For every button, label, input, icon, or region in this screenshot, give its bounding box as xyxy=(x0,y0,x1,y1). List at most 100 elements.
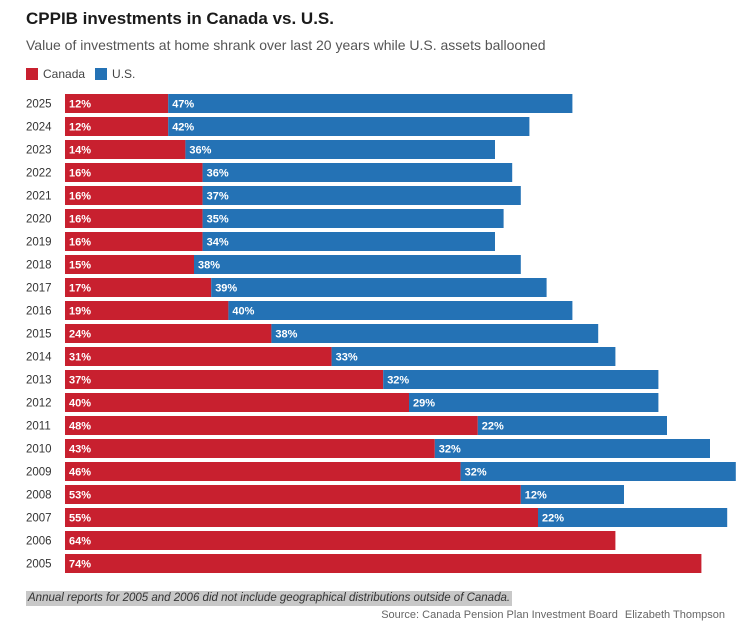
bar-canada-2023 xyxy=(65,140,186,159)
data-label-canada-2021: 16% xyxy=(69,191,91,203)
bar-us-2023 xyxy=(185,140,495,159)
data-label-canada-2016: 19% xyxy=(69,306,91,318)
legend-item-canada: Canada xyxy=(26,67,85,81)
bar-us-2021 xyxy=(202,186,521,205)
bar-us-2008 xyxy=(520,485,624,504)
year-label-2024: 2024 xyxy=(26,122,52,134)
bar-canada-2024 xyxy=(65,117,169,136)
bar-canada-2022 xyxy=(65,163,203,182)
year-label-2010: 2010 xyxy=(26,444,52,456)
data-label-canada-2023: 14% xyxy=(69,145,91,157)
data-label-canada-2012: 40% xyxy=(69,398,91,410)
bar-canada-2016 xyxy=(65,301,229,320)
data-label-canada-2022: 16% xyxy=(69,168,91,180)
data-label-canada-2015: 24% xyxy=(69,329,91,341)
bar-canada-2021 xyxy=(65,186,203,205)
bar-us-2024 xyxy=(168,117,530,136)
bar-us-2007 xyxy=(538,508,728,527)
bar-canada-2015 xyxy=(65,324,272,343)
chart-subtitle: Value of investments at home shrank over… xyxy=(26,37,546,53)
year-label-2020: 2020 xyxy=(26,214,52,226)
year-label-2009: 2009 xyxy=(26,467,52,479)
year-label-2012: 2012 xyxy=(26,398,52,410)
legend-label-us: U.S. xyxy=(112,67,136,81)
year-label-2021: 2021 xyxy=(26,191,52,203)
bar-canada-2014 xyxy=(65,347,332,366)
bar-canada-2025 xyxy=(65,94,169,113)
data-label-canada-2005: 74% xyxy=(69,559,91,571)
year-label-2015: 2015 xyxy=(26,329,52,341)
data-label-us-2023: 36% xyxy=(189,145,211,157)
data-label-canada-2019: 16% xyxy=(69,237,91,249)
data-label-canada-2025: 12% xyxy=(69,99,91,111)
bar-canada-2007 xyxy=(65,508,538,527)
data-label-us-2017: 39% xyxy=(215,283,237,295)
source-line: Source: Canada Pension Plan Investment B… xyxy=(381,609,725,621)
bar-us-2017 xyxy=(211,278,547,297)
data-label-us-2014: 33% xyxy=(336,352,358,364)
data-label-us-2011: 22% xyxy=(482,421,504,433)
footnote: Annual reports for 2005 and 2006 did not… xyxy=(26,591,513,606)
legend-item-us: U.S. xyxy=(95,67,135,81)
data-label-us-2007: 22% xyxy=(542,513,564,525)
data-label-canada-2020: 16% xyxy=(69,214,91,226)
bar-us-2022 xyxy=(202,163,513,182)
bar-us-2012 xyxy=(409,393,659,412)
year-label-2006: 2006 xyxy=(26,536,52,548)
year-label-2007: 2007 xyxy=(26,513,52,525)
year-label-2008: 2008 xyxy=(26,490,52,502)
legend-label-canada: Canada xyxy=(43,67,86,81)
data-label-canada-2013: 37% xyxy=(69,375,91,387)
source-author: Elizabeth Thompson xyxy=(624,609,725,621)
data-label-canada-2017: 17% xyxy=(69,283,91,295)
data-label-us-2015: 38% xyxy=(275,329,297,341)
data-label-us-2008: 12% xyxy=(525,490,547,502)
year-label-2013: 2013 xyxy=(26,375,52,387)
bar-canada-2018 xyxy=(65,255,194,274)
bar-us-2013 xyxy=(383,370,659,389)
year-label-2023: 2023 xyxy=(26,145,52,157)
data-label-us-2020: 35% xyxy=(207,214,229,226)
bar-canada-2010 xyxy=(65,439,435,458)
bar-us-2014 xyxy=(331,347,616,366)
bar-us-2020 xyxy=(202,209,504,228)
data-label-canada-2024: 12% xyxy=(69,122,91,134)
bar-canada-2020 xyxy=(65,209,203,228)
bar-canada-2011 xyxy=(65,416,478,435)
year-label-2025: 2025 xyxy=(26,99,52,111)
bar-us-2018 xyxy=(194,255,521,274)
legend: Canada U.S. xyxy=(26,66,145,82)
data-label-canada-2014: 31% xyxy=(69,352,91,364)
year-label-2014: 2014 xyxy=(26,352,52,364)
bar-us-2025 xyxy=(168,94,573,113)
data-label-canada-2006: 64% xyxy=(69,536,91,548)
bar-us-2015 xyxy=(271,324,599,343)
data-label-us-2018: 38% xyxy=(198,260,220,272)
data-label-us-2025: 47% xyxy=(172,99,194,111)
bar-canada-2009 xyxy=(65,462,461,481)
data-label-canada-2011: 48% xyxy=(69,421,91,433)
bar-us-2019 xyxy=(202,232,495,251)
year-label-2005: 2005 xyxy=(26,559,52,571)
data-label-us-2010: 32% xyxy=(439,444,461,456)
data-label-canada-2009: 46% xyxy=(69,467,91,479)
data-label-us-2013: 32% xyxy=(387,375,409,387)
data-label-us-2021: 37% xyxy=(207,191,229,203)
bar-canada-2008 xyxy=(65,485,521,504)
year-label-2022: 2022 xyxy=(26,168,52,180)
bar-canada-2005 xyxy=(65,554,702,573)
data-label-canada-2018: 15% xyxy=(69,260,91,272)
bar-canada-2019 xyxy=(65,232,203,251)
data-label-canada-2007: 55% xyxy=(69,513,91,525)
bar-canada-2017 xyxy=(65,278,212,297)
year-label-2018: 2018 xyxy=(26,260,52,272)
chart-title: CPPIB investments in Canada vs. U.S. xyxy=(26,9,334,28)
bar-canada-2012 xyxy=(65,393,409,412)
year-label-2011: 2011 xyxy=(26,421,51,433)
data-label-us-2009: 32% xyxy=(465,467,487,479)
bar-canada-2013 xyxy=(65,370,384,389)
year-label-2016: 2016 xyxy=(26,306,52,318)
data-label-canada-2010: 43% xyxy=(69,444,91,456)
data-label-us-2022: 36% xyxy=(207,168,229,180)
